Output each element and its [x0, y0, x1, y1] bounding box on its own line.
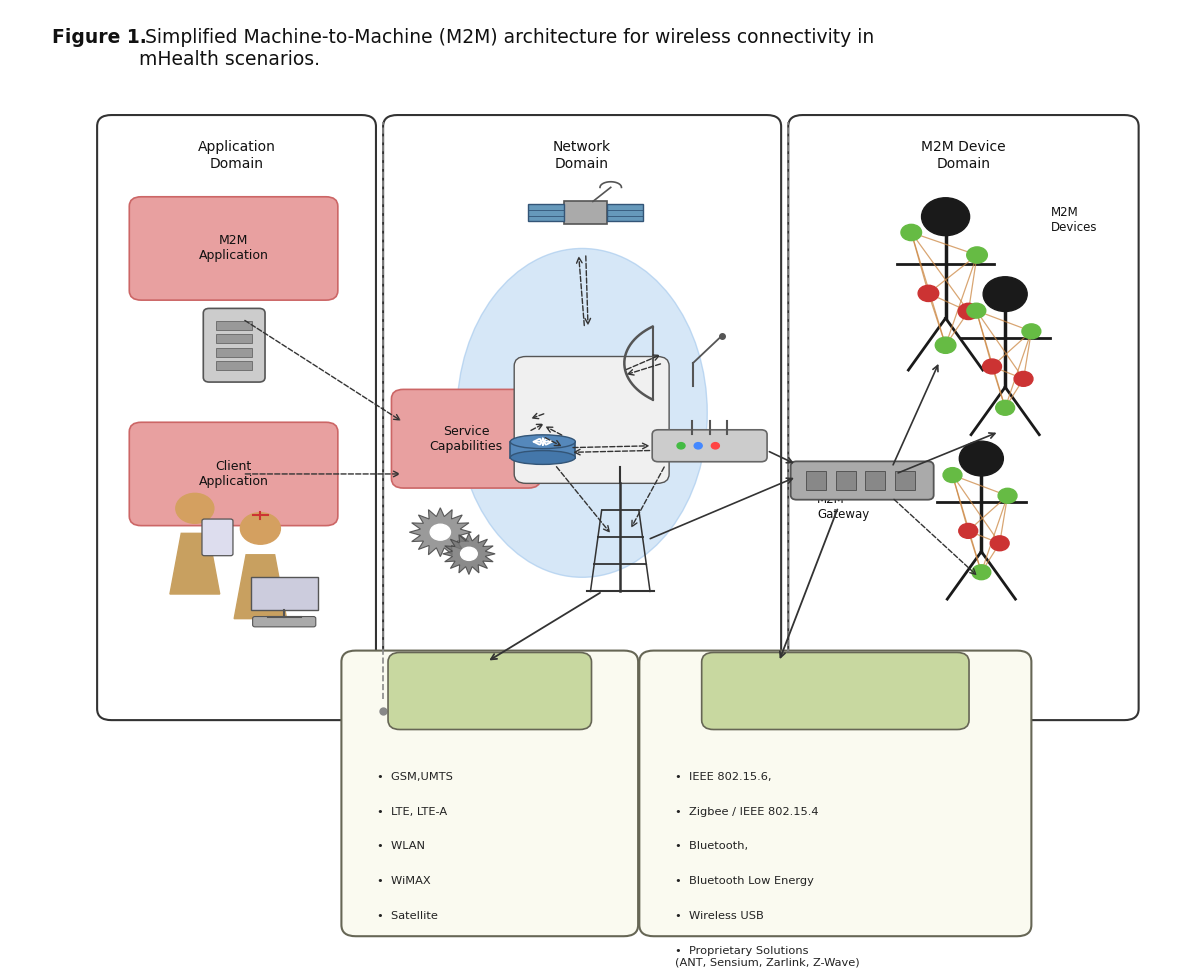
Circle shape [901, 224, 922, 241]
Circle shape [935, 337, 956, 353]
Circle shape [461, 548, 478, 560]
FancyBboxPatch shape [130, 197, 338, 300]
Polygon shape [170, 533, 220, 594]
Text: Application
Domain: Application Domain [198, 141, 276, 171]
Text: Client
Application: Client Application [199, 460, 269, 488]
Circle shape [430, 524, 450, 540]
FancyBboxPatch shape [253, 617, 316, 627]
Polygon shape [528, 204, 564, 221]
Text: M2M
Gateway: M2M Gateway [817, 493, 869, 520]
Circle shape [959, 441, 1003, 476]
Ellipse shape [457, 249, 707, 578]
Text: M2M
Core
Network: M2M Core Network [565, 398, 618, 442]
Circle shape [240, 513, 281, 544]
FancyBboxPatch shape [216, 334, 252, 343]
Text: Service
Capabilities: Service Capabilities [430, 424, 503, 452]
Circle shape [176, 493, 214, 523]
FancyBboxPatch shape [383, 115, 781, 720]
Polygon shape [607, 204, 643, 221]
Text: •  WiMAX: • WiMAX [377, 876, 431, 887]
FancyBboxPatch shape [216, 348, 252, 356]
FancyBboxPatch shape [564, 201, 607, 224]
Polygon shape [234, 554, 287, 619]
Circle shape [712, 443, 719, 449]
Circle shape [998, 488, 1016, 503]
FancyBboxPatch shape [791, 461, 934, 500]
FancyBboxPatch shape [251, 578, 318, 610]
Text: M2M
Application: M2M Application [199, 234, 269, 262]
Text: •  IEEE 802.15.6,: • IEEE 802.15.6, [676, 772, 772, 782]
Circle shape [694, 443, 702, 449]
FancyBboxPatch shape [652, 430, 767, 462]
Polygon shape [409, 508, 472, 556]
FancyBboxPatch shape [895, 471, 914, 489]
Circle shape [918, 285, 938, 301]
FancyBboxPatch shape [130, 422, 338, 525]
FancyBboxPatch shape [391, 389, 540, 488]
FancyBboxPatch shape [702, 653, 970, 729]
Circle shape [1014, 372, 1033, 386]
FancyBboxPatch shape [202, 519, 233, 555]
Circle shape [959, 523, 978, 538]
Text: M2M Device
Domain: M2M Device Domain [922, 141, 1006, 171]
Circle shape [983, 359, 1002, 374]
FancyBboxPatch shape [216, 320, 252, 329]
FancyBboxPatch shape [865, 471, 886, 489]
Text: •  WLAN: • WLAN [377, 841, 425, 852]
Text: •  LTE, LTE-A: • LTE, LTE-A [377, 807, 448, 817]
Polygon shape [510, 442, 575, 457]
Text: •  Bluetooth,: • Bluetooth, [676, 841, 749, 852]
Text: •  Satellite: • Satellite [377, 911, 438, 921]
Text: Simplified Machine-to-Machine (M2M) architecture for wireless connectivity in
mH: Simplified Machine-to-Machine (M2M) arch… [139, 27, 874, 69]
Text: M2M
Devices: M2M Devices [1050, 206, 1097, 234]
FancyBboxPatch shape [97, 115, 376, 720]
FancyBboxPatch shape [203, 309, 265, 382]
Circle shape [958, 303, 979, 319]
Circle shape [996, 400, 1015, 416]
Circle shape [943, 468, 962, 483]
Text: •  Zigbee / IEEE 802.15.4: • Zigbee / IEEE 802.15.4 [676, 807, 818, 817]
Text: •  GSM,UMTS: • GSM,UMTS [377, 772, 454, 782]
Circle shape [983, 277, 1027, 312]
Text: Network
Domain: Network Domain [553, 141, 611, 171]
Text: •  Wireless USB: • Wireless USB [676, 911, 764, 921]
Circle shape [990, 536, 1009, 551]
FancyBboxPatch shape [836, 471, 856, 489]
FancyBboxPatch shape [806, 471, 826, 489]
Circle shape [972, 565, 991, 580]
FancyBboxPatch shape [514, 356, 670, 484]
Text: •  Bluetooth Low Energy: • Bluetooth Low Energy [676, 876, 814, 887]
Text: •  Proprietary Solutions
(ANT, Sensium, Zarlink, Z-Wave): • Proprietary Solutions (ANT, Sensium, Z… [676, 946, 859, 967]
Circle shape [967, 303, 985, 318]
Circle shape [922, 198, 970, 236]
Circle shape [677, 443, 685, 449]
Circle shape [967, 247, 988, 263]
FancyBboxPatch shape [216, 361, 252, 370]
Text: M2M Area
Network (WBAN): M2M Area Network (WBAN) [782, 677, 888, 705]
Ellipse shape [510, 435, 575, 449]
Circle shape [1022, 324, 1040, 339]
Text: Figure 1.: Figure 1. [52, 27, 146, 47]
Polygon shape [443, 533, 496, 575]
Text: M2M Access
Com. Network: M2M Access Com. Network [445, 677, 534, 705]
FancyBboxPatch shape [640, 651, 1031, 936]
Ellipse shape [510, 451, 575, 464]
FancyBboxPatch shape [342, 651, 638, 936]
FancyBboxPatch shape [788, 115, 1139, 720]
FancyBboxPatch shape [388, 653, 592, 729]
